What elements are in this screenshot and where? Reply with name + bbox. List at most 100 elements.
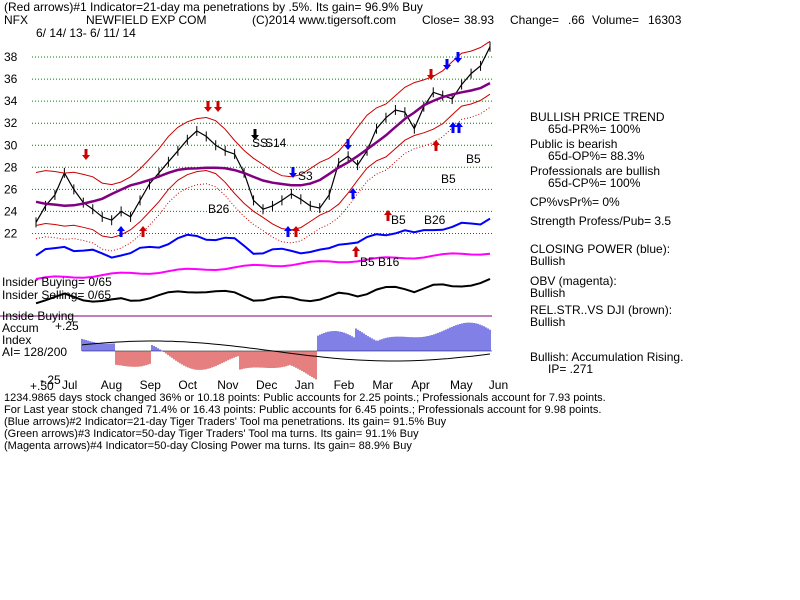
indicator-1-caption: (Red arrows)#1 Indicator=21-day ma penet… — [4, 0, 423, 14]
closing-power-title: CLOSING POWER (blue): — [530, 242, 671, 256]
footer-line-3: (Blue arrows)#2 Indicator=21-day Tiger T… — [4, 416, 447, 428]
x-tick-sep: Sep — [140, 378, 162, 392]
footer-line-5: (Magenta arrows)#4 Indicator=50-day Clos… — [4, 440, 412, 452]
accum-plus25-label: +.25 — [55, 319, 79, 333]
ai-value: AI= 128/200 — [2, 345, 68, 359]
index-label: Index — [2, 333, 32, 347]
accumulation-bars — [81, 322, 491, 380]
insider-buying: Insider Buying= 0/65 — [2, 275, 112, 289]
buy-arrow-icon — [384, 210, 392, 221]
public-value: 65d-OP%= 88.3% — [548, 149, 645, 163]
indicator-lines — [0, 40, 492, 352]
month-tick-labels: Jul Aug Sep Oct Nov Dec Jan Feb Mar Apr May Jun — [62, 378, 508, 392]
trend-value: 65d-PR%= 100% — [548, 122, 641, 136]
sell-arrow-icon — [344, 139, 352, 150]
annotation-s14: S14 — [265, 136, 287, 150]
x-tick-mar: Mar — [372, 378, 393, 392]
volume-value: 16303 — [648, 13, 682, 27]
relstr-value: Bullish — [530, 315, 566, 329]
x-tick-jan: Jan — [295, 378, 314, 392]
x-tick-nov: Nov — [217, 378, 238, 392]
x-tick-dec: Dec — [256, 378, 277, 392]
closing-power-line — [35, 217, 491, 259]
y-tick-26: 26 — [4, 182, 18, 196]
y-tick-32: 32 — [4, 116, 18, 130]
accum-minus25-label: -.25 — [40, 373, 61, 387]
relstr-line — [35, 277, 491, 305]
accum-plus50-label: +.50 — [30, 379, 54, 393]
x-tick-aug: Aug — [101, 378, 122, 392]
buy-arrow-icon — [139, 226, 147, 237]
inside-buying: Inside Buying — [2, 309, 75, 323]
annotation-b26-apr: B26 — [424, 213, 446, 227]
sell-arrow-icon — [82, 149, 90, 160]
cp-vs-pr: CP%vsPr%= 0% — [530, 195, 620, 209]
insider-selling: Insider Selling= 0/65 — [2, 288, 112, 302]
obv-value: Bullish — [530, 286, 566, 300]
ma21-lower-dotted — [35, 106, 491, 252]
strength-profess-pub: Strength Profess/Pub= 3.5 — [530, 214, 672, 228]
sell-arrow-icon — [427, 69, 435, 80]
accumulation-title: Bullish: Accumulation Rising. — [530, 350, 684, 364]
footer-line-4: (Green arrows)#3 Indicator=50-day Tiger … — [4, 428, 419, 440]
close-label: Close= — [422, 13, 460, 27]
y-tick-28: 28 — [4, 160, 18, 174]
x-tick-jun: Jun — [489, 378, 508, 392]
footer-line-2: For Last year stock changed 71.4% or 16.… — [4, 404, 602, 416]
footer-line-1: 1234.9865 days stock changed 36% or 10.1… — [4, 392, 606, 404]
buy-arrow-icon — [284, 226, 292, 237]
annotation-b5-may: B5 — [466, 152, 481, 166]
y-tick-30: 30 — [4, 138, 18, 152]
annotation-b5-mar: B5 — [391, 213, 406, 227]
price-y-tick-labels: 22 24 26 28 30 32 34 36 38 — [4, 50, 18, 240]
ma21-upper-band — [35, 40, 491, 186]
volume-label: Volume= — [592, 13, 640, 27]
accum-label: Accum — [2, 321, 39, 335]
y-tick-36: 36 — [4, 72, 18, 86]
signal-arrows — [82, 52, 463, 257]
professionals-title: Professionals are bullish — [530, 164, 661, 178]
ticker-symbol: NFX — [4, 13, 28, 27]
sell-arrow-icon — [251, 129, 259, 140]
change-value: .66 — [568, 13, 585, 27]
sell-arrow-icon — [454, 52, 462, 63]
x-tick-may: May — [450, 378, 473, 392]
date-range: 6/ 14/ 13- 6/ 11/ 14 — [36, 26, 136, 40]
public-title: Public is bearish — [530, 137, 618, 151]
closing-power-value: Bullish — [530, 254, 566, 268]
buy-arrow-icon — [352, 246, 360, 257]
y-tick-38: 38 — [4, 50, 18, 64]
company-name: NEWFIELD EXP COM — [86, 13, 207, 27]
x-tick-apr: Apr — [411, 378, 430, 392]
x-tick-jul: Jul — [62, 378, 77, 392]
annotation-b16: B16 — [378, 255, 400, 269]
ma21-lower-band — [35, 93, 491, 239]
x-tick-oct: Oct — [178, 378, 197, 392]
sell-arrow-icon — [443, 59, 451, 70]
y-tick-24: 24 — [4, 204, 18, 218]
buy-arrow-icon — [117, 226, 125, 237]
buy-arrow-icon — [349, 188, 357, 199]
buy-arrow-icon — [455, 122, 463, 133]
y-tick-34: 34 — [4, 94, 18, 108]
buy-arrow-icon — [432, 140, 440, 151]
buy-arrow-icon — [449, 122, 457, 133]
x-tick-feb: Feb — [334, 378, 355, 392]
annotation-b5-apr: B5 — [441, 172, 456, 186]
y-tick-22: 22 — [4, 226, 18, 240]
professionals-value: 65d-CP%= 100% — [548, 176, 641, 190]
accum-ma-line — [81, 340, 491, 362]
relstr-title: REL.STR..VS DJI (brown): — [530, 303, 673, 317]
ip-value: IP= .271 — [548, 362, 594, 376]
buy-arrow-icon — [292, 226, 300, 237]
annotation-b26: B26 — [208, 202, 230, 216]
change-label: Change= — [510, 13, 560, 27]
copyright: (C)2014 www.tigersoft.com — [252, 13, 397, 27]
close-value: 38.93 — [464, 13, 495, 27]
ma50-line — [35, 81, 491, 207]
obv-title: OBV (magenta): — [530, 274, 617, 288]
obv-line — [35, 252, 491, 280]
annotation-b5: B5 — [360, 255, 375, 269]
annotation-s3: S3 — [298, 169, 313, 183]
